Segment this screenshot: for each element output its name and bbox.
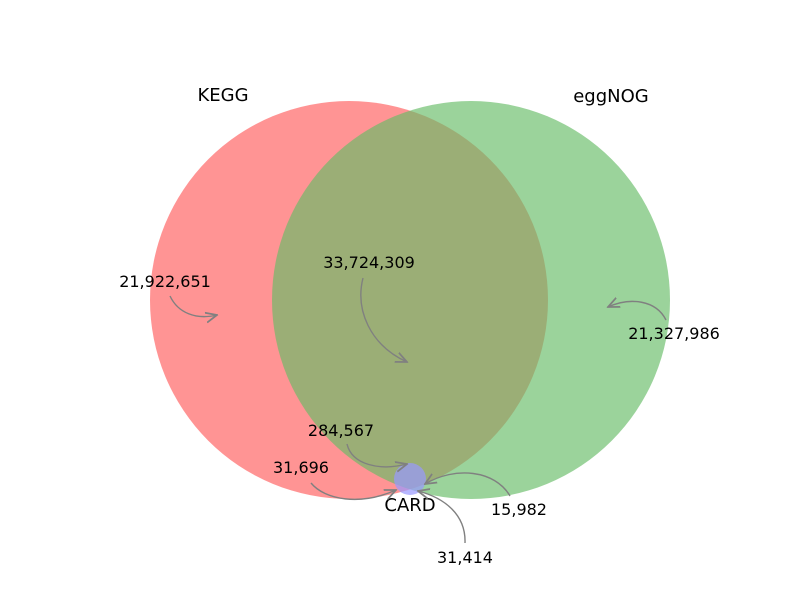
set-circles — [150, 101, 670, 499]
kegg-only-arrow — [169, 295, 217, 317]
eggnog-only-count: 21,327,986 — [628, 324, 720, 343]
card-only-arrow — [418, 491, 466, 544]
kegg-eggnog-card-count: 284,567 — [308, 421, 374, 440]
kegg-card-count: 31,696 — [273, 458, 329, 477]
card-only-count: 31,414 — [437, 548, 493, 567]
eggnog-circle — [272, 101, 670, 499]
kegg-eggnog-arrow — [360, 277, 407, 362]
card-set-label: CARD — [384, 495, 435, 516]
kegg-eggnog-card-arrow — [346, 443, 407, 467]
kegg-eggnog-count: 33,724,309 — [323, 253, 415, 272]
card-circle — [394, 463, 426, 495]
eggnog-only-arrow — [608, 301, 667, 321]
kegg-card-arrow — [310, 482, 396, 501]
kegg-only-count: 21,922,651 — [119, 272, 211, 291]
kegg-set-label: KEGG — [197, 85, 248, 106]
eggnog-card-arrow — [425, 472, 511, 497]
eggnog-card-count: 15,982 — [491, 500, 547, 519]
leader-arrows — [169, 277, 667, 544]
eggnog-set-label: eggNOG — [573, 86, 649, 107]
